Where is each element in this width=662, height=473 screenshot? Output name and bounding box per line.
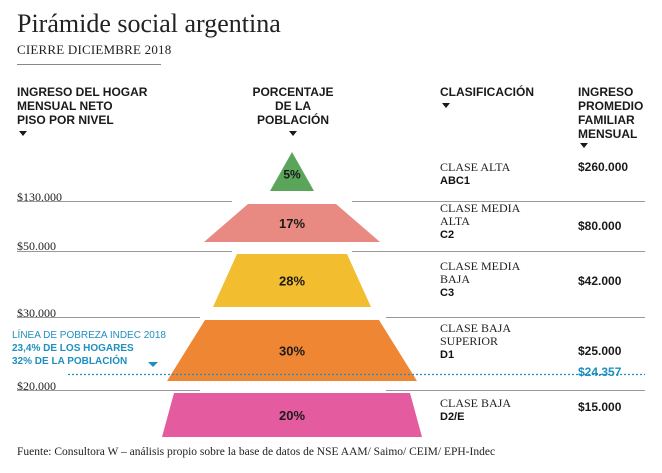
pyramid-layer-c2 — [204, 204, 380, 242]
classification-header: CLASIFICACIÓN — [440, 85, 534, 99]
income-header-caret-icon — [580, 143, 588, 148]
percentage-header: PORCENTAJE DE LA POBLACIÓN — [252, 85, 334, 127]
income-d2-e: $15.000 — [578, 400, 622, 414]
separator-lines — [17, 201, 645, 391]
poverty-caret-icon — [148, 362, 158, 367]
pyramid-layer-d2-e — [162, 393, 422, 437]
class-name-abc1: CLASE ALTA — [440, 160, 511, 174]
poverty-population: 32% DE LA POBLACIÓN — [12, 356, 128, 367]
poverty-line-label: LÍNEA DE POBREZA INDEC 2018 — [12, 330, 166, 341]
pyramid-layer-d1 — [167, 320, 417, 381]
class-name-c2: CLASE MEDIA ALTA — [440, 201, 521, 228]
pyramid-layers: 5% 17% 28% 30% 20% — [162, 152, 422, 437]
class-code-c2: C2 — [440, 229, 455, 241]
percent-label-d1: 30% — [279, 344, 305, 359]
class-name-c3: CLASE MEDIA BAJA — [440, 259, 521, 286]
pyramid-layer-c3 — [213, 254, 371, 307]
percent-label-d2-e: 20% — [279, 408, 305, 423]
threshold-header-caret-icon — [19, 131, 27, 136]
classification-header-caret-icon — [442, 103, 450, 108]
percent-label-abc1: 5% — [283, 168, 301, 182]
poverty-income: $24.357 — [578, 365, 622, 379]
percentage-header-caret-icon — [289, 131, 297, 136]
income-c3: $42.000 — [578, 274, 622, 288]
pyramid-layer-abc1 — [270, 152, 314, 191]
threshold-30000: $30.000 — [17, 306, 56, 320]
title-divider — [17, 64, 161, 65]
class-name-d1: CLASE BAJA SUPERIOR — [440, 321, 512, 348]
class-code-c3: C3 — [440, 287, 455, 299]
threshold-50000: $50.000 — [17, 239, 56, 253]
poverty-households: 23,4% DE LOS HOGARES — [12, 343, 134, 354]
percent-label-c3: 28% — [279, 274, 305, 289]
class-code-abc1: ABC1 — [440, 175, 470, 187]
percent-label-c2: 17% — [279, 216, 305, 231]
chart-subtitle: CIERRE DICIEMBRE 2018 — [17, 42, 172, 57]
class-name-d2-e: CLASE BAJA — [440, 396, 512, 410]
income-abc1: $260.000 — [578, 160, 629, 174]
chart-title: Pirámide social argentina — [17, 9, 281, 38]
income-d1: $25.000 — [578, 344, 622, 358]
threshold-header: INGRESO DEL HOGAR MENSUAL NETO PISO POR … — [17, 85, 148, 127]
class-code-d1: D1 — [440, 349, 455, 361]
income-c2: $80.000 — [578, 219, 622, 233]
threshold-130000: $130.000 — [17, 190, 62, 204]
threshold-20000: $20.000 — [17, 379, 56, 393]
income-header: INGRESO PROMEDIO FAMILIAR MENSUAL — [578, 85, 644, 141]
source-note: Fuente: Consultora W – análisis propio s… — [17, 446, 496, 458]
class-code-d2-e: D2/E — [440, 411, 465, 423]
